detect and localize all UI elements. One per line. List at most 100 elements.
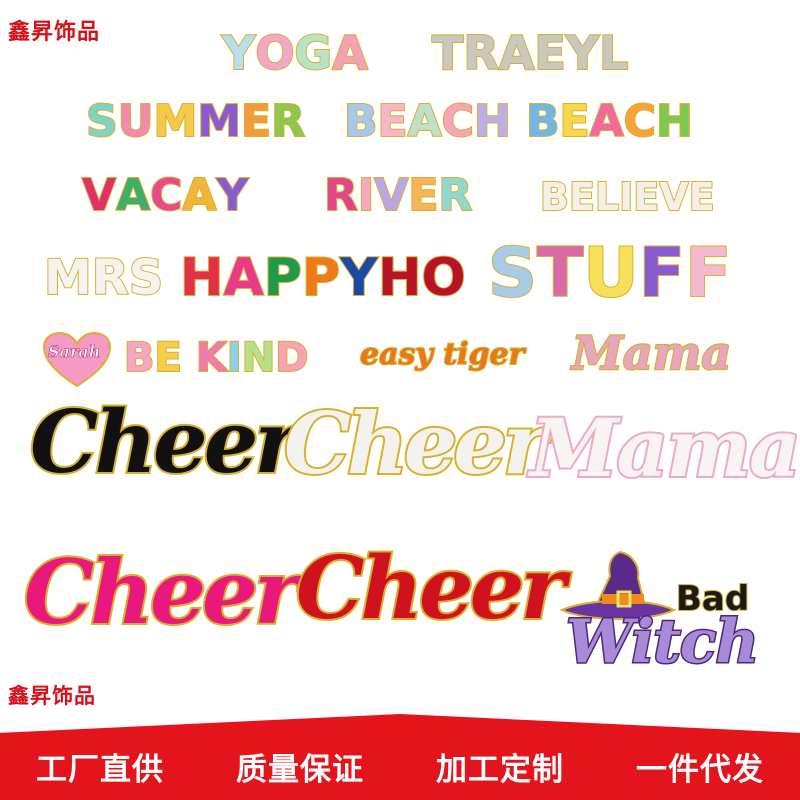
patch-letter: V	[81, 170, 117, 221]
patch-believe: BELIEVE	[539, 175, 716, 219]
patch-river: RIVER	[323, 170, 473, 221]
patch-letter: T	[431, 26, 464, 80]
patch-bad: Bad	[675, 579, 750, 619]
patch-letter: A	[589, 96, 625, 147]
patch-letter: P	[301, 248, 341, 308]
patch-letter: A	[223, 248, 265, 308]
patch-letter: E	[240, 96, 272, 147]
patch-letter: K	[195, 335, 228, 381]
patch-letter: A	[331, 26, 369, 80]
patch-letter: T	[536, 234, 584, 313]
patch-letter: E	[559, 96, 591, 147]
patch-stuff: STUFF	[487, 234, 733, 313]
patch-beach-1-text: BEACH	[343, 96, 512, 147]
patch-cheer-white-text: Cheer	[282, 394, 549, 493]
patch-letter: C	[441, 96, 475, 147]
patch-letter: M	[152, 96, 198, 147]
patch-mama-large: Mama	[528, 401, 800, 495]
patch-letter: Y	[215, 170, 249, 221]
patch-mrs-text: MRS	[43, 250, 165, 306]
patch-yoga: YOGA	[221, 26, 369, 80]
brand-label-bottom: 鑫昇饰品	[8, 683, 96, 708]
patch-believe-text: BELIEVE	[539, 175, 716, 219]
patch-be-kind: BE KIND	[123, 335, 309, 381]
patch-letter: E	[688, 175, 716, 219]
patch-letter: A	[498, 26, 536, 80]
patch-beach-2-text: BEACH	[525, 96, 694, 147]
slogan-factory-direct: 工厂直供	[36, 751, 164, 788]
patch-easy-tiger: easy tiger	[359, 339, 525, 371]
patch-letter: H	[473, 96, 512, 147]
patch-summer: SUMMER	[85, 96, 306, 147]
patch-letter: R	[270, 96, 306, 147]
patch-beach-2: BEACH	[525, 96, 694, 147]
patch-ho: HO	[377, 248, 467, 308]
patch-sarah: Sarah	[48, 343, 101, 360]
patch-cheer-black-text: Cheer	[28, 392, 302, 493]
patch-letter: R	[323, 170, 359, 221]
patch-ho-text: HO	[377, 248, 467, 308]
brand-label-top: 鑫昇饰品	[8, 19, 101, 45]
patch-letter: E	[568, 175, 596, 219]
patch-letter: A	[407, 96, 443, 147]
patch-mama-small-text: Mama	[571, 326, 733, 380]
patch-summer-text: SUMMER	[85, 96, 306, 147]
patch-bad-text: Bad	[675, 579, 750, 619]
patch-be-kind-text: BE KIND	[123, 335, 309, 381]
patch-letter: S	[487, 234, 538, 313]
patch-yoga-text: YOGA	[221, 26, 369, 80]
promo-banner	[0, 714, 800, 800]
patch-letter: B	[525, 96, 561, 147]
patch-witch-text: Witch	[565, 607, 761, 677]
slogan-custom-processing: 加工定制	[436, 751, 564, 788]
promo-slogans: 工厂直供 质量保证 加工定制 一件代发	[0, 738, 800, 794]
patch-traeyl: TRAEYL	[431, 26, 630, 80]
patch-letter: Y	[221, 26, 256, 80]
patch-letter: C	[623, 96, 657, 147]
patch-letter: I	[226, 335, 243, 381]
patch-letter: P	[263, 248, 303, 308]
patch-letter: G	[293, 26, 333, 80]
patch-cheer-pink: Cheer	[22, 540, 302, 644]
patch-letter: B	[539, 175, 570, 219]
patch-letter: E	[407, 170, 439, 221]
patch-letter: M	[43, 250, 93, 306]
heart-icon	[42, 332, 112, 388]
patch-letter: S	[128, 250, 165, 306]
patch-letter: M	[196, 96, 242, 147]
patch-mrs: MRS	[43, 250, 165, 306]
patch-cheer-red-text: Cheer	[294, 538, 568, 639]
patch-mama-large-text: Mama	[528, 401, 800, 495]
patch-letter: B	[123, 335, 155, 381]
patch-happy: HAPPY	[179, 248, 379, 308]
patch-letter: B	[343, 96, 379, 147]
patch-stuff-text: STUFF	[487, 234, 733, 313]
patch-letter: L	[598, 26, 629, 80]
patch-traeyl-text: TRAEYL	[431, 26, 630, 80]
patch-vacay: VACAY	[81, 170, 249, 221]
patch-letter: A	[115, 170, 151, 221]
slogan-dropshipping: 一件代发	[636, 751, 764, 788]
patch-letter: A	[181, 170, 217, 221]
patch-letter: Y	[565, 26, 600, 80]
patch-letter: E	[377, 96, 409, 147]
patch-letter: R	[462, 26, 499, 80]
patch-letter: U	[582, 234, 639, 313]
patch-mama-small: Mama	[571, 326, 733, 380]
patch-letter: H	[377, 248, 423, 308]
patch-witch: Witch	[565, 607, 761, 677]
patch-letter: V	[658, 175, 689, 219]
patch-letter: E	[632, 175, 660, 219]
patch-letter: F	[638, 234, 686, 313]
patch-letter: N	[241, 335, 277, 381]
patch-letter: S	[85, 96, 119, 147]
patch-happy-text: HAPPY	[179, 248, 379, 308]
patch-letter: R	[91, 250, 130, 306]
patch-letter: Y	[339, 248, 379, 308]
patch-letter: E	[533, 26, 566, 80]
patch-cheer-pink-text: Cheer	[22, 540, 302, 644]
slogan-quality-assured: 质量保证	[236, 751, 364, 788]
patch-letter: H	[179, 248, 225, 308]
patch-letter: R	[437, 170, 473, 221]
patch-letter: E	[153, 335, 182, 381]
